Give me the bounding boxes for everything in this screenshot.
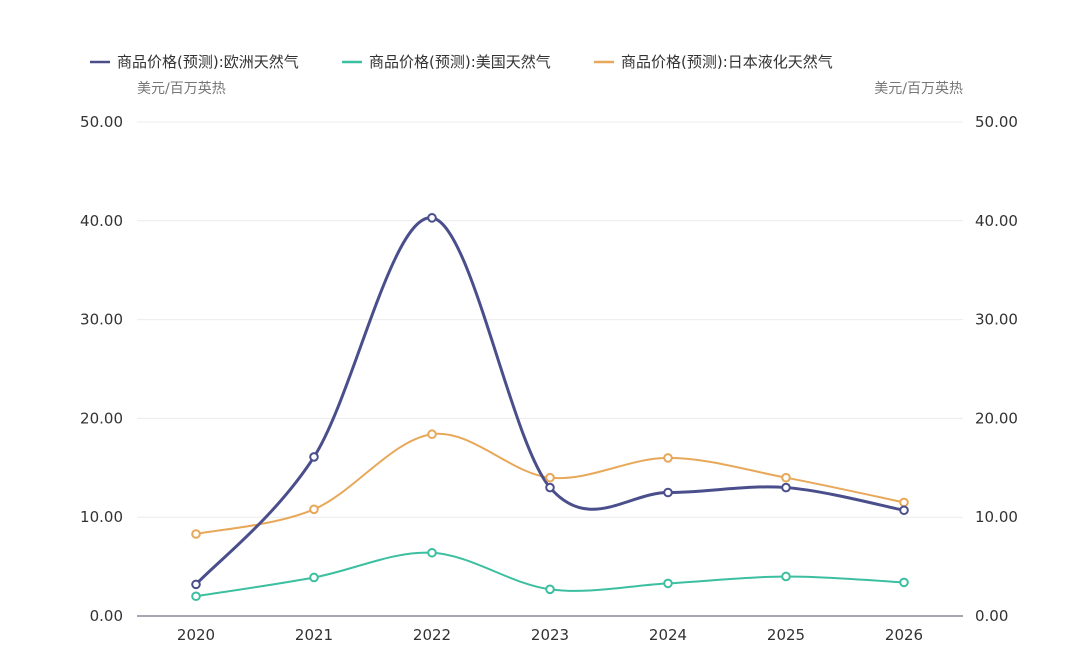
data-point-europe-gas[interactable]: [781, 482, 791, 493]
data-point-japan-lng[interactable]: [899, 497, 909, 508]
data-point-us-gas[interactable]: [191, 591, 201, 602]
legend-item-japan-lng[interactable]: 商品价格(预测):日本液化天然气: [594, 53, 833, 71]
y-right-tick-label: 40.00: [975, 212, 1018, 230]
x-tick-label: 2021: [295, 626, 333, 644]
series-line-europe-gas[interactable]: [194, 216, 906, 586]
y-right-tick-label: 50.00: [975, 113, 1018, 131]
y-right-tick-label: 10.00: [975, 508, 1018, 526]
x-tick-label: 2025: [767, 626, 805, 644]
legend-label: 商品价格(预测):美国天然气: [369, 53, 551, 71]
data-point-europe-gas[interactable]: [899, 505, 909, 516]
gridlines: [137, 121, 963, 518]
x-tick-label: 2022: [413, 626, 451, 644]
data-point-japan-lng[interactable]: [309, 504, 319, 515]
legend-label: 商品价格(预测):欧洲天然气: [117, 53, 299, 71]
y-axis-right-unit: 美元/百万英热: [874, 80, 963, 97]
x-tick-label: 2024: [649, 626, 687, 644]
data-point-europe-gas[interactable]: [427, 213, 437, 223]
legend[interactable]: 商品价格(预测):欧洲天然气 商品价格(预测):美国天然气 商品价格(预测):日本液…: [90, 53, 833, 71]
axes: 0.00 10.00 20.00 30.00 40.00 50.00 0.00 10.00 20…: [80, 113, 1018, 644]
y-left-tick-label: 50.00: [80, 113, 123, 131]
data-point-europe-gas[interactable]: [545, 482, 555, 493]
data-point-japan-lng[interactable]: [545, 472, 555, 483]
data-point-europe-gas[interactable]: [663, 487, 673, 498]
legend-item-europe-gas[interactable]: 商品价格(预测):欧洲天然气: [90, 53, 299, 71]
y-right-tick-label: 30.00: [975, 311, 1018, 329]
x-tick-label: 2020: [177, 626, 215, 644]
data-point-us-gas[interactable]: [427, 547, 437, 558]
y-left-tick-label: 40.00: [80, 212, 123, 230]
data-point-japan-lng[interactable]: [781, 472, 791, 483]
x-tick-label: 2026: [885, 626, 923, 644]
y-left-tick-label: 0.00: [90, 607, 123, 625]
y-left-tick-label: 30.00: [80, 311, 123, 329]
data-point-europe-gas[interactable]: [309, 452, 319, 462]
data-point-us-gas[interactable]: [309, 572, 319, 583]
series-lines: [194, 216, 906, 598]
y-left-tick-label: 10.00: [80, 508, 123, 526]
data-point-us-gas[interactable]: [899, 577, 909, 588]
x-tick-label: 2023: [531, 626, 569, 644]
legend-item-us-gas[interactable]: 商品价格(预测):美国天然气: [342, 53, 551, 71]
data-point-us-gas[interactable]: [545, 584, 555, 595]
data-point-europe-gas[interactable]: [191, 579, 201, 590]
y-right-tick-label: 20.00: [975, 409, 1018, 427]
data-point-us-gas[interactable]: [663, 578, 673, 589]
y-axis-left-unit: 美元/百万英热: [137, 80, 226, 97]
y-left-tick-label: 20.00: [80, 409, 123, 427]
data-point-japan-lng[interactable]: [191, 529, 201, 539]
y-right-tick-label: 0.00: [975, 607, 1008, 625]
legend-label: 商品价格(预测):日本液化天然气: [621, 53, 833, 71]
data-point-japan-lng[interactable]: [427, 429, 437, 440]
data-point-japan-lng[interactable]: [663, 453, 673, 463]
data-point-us-gas[interactable]: [781, 571, 791, 582]
data-points: [191, 213, 909, 602]
